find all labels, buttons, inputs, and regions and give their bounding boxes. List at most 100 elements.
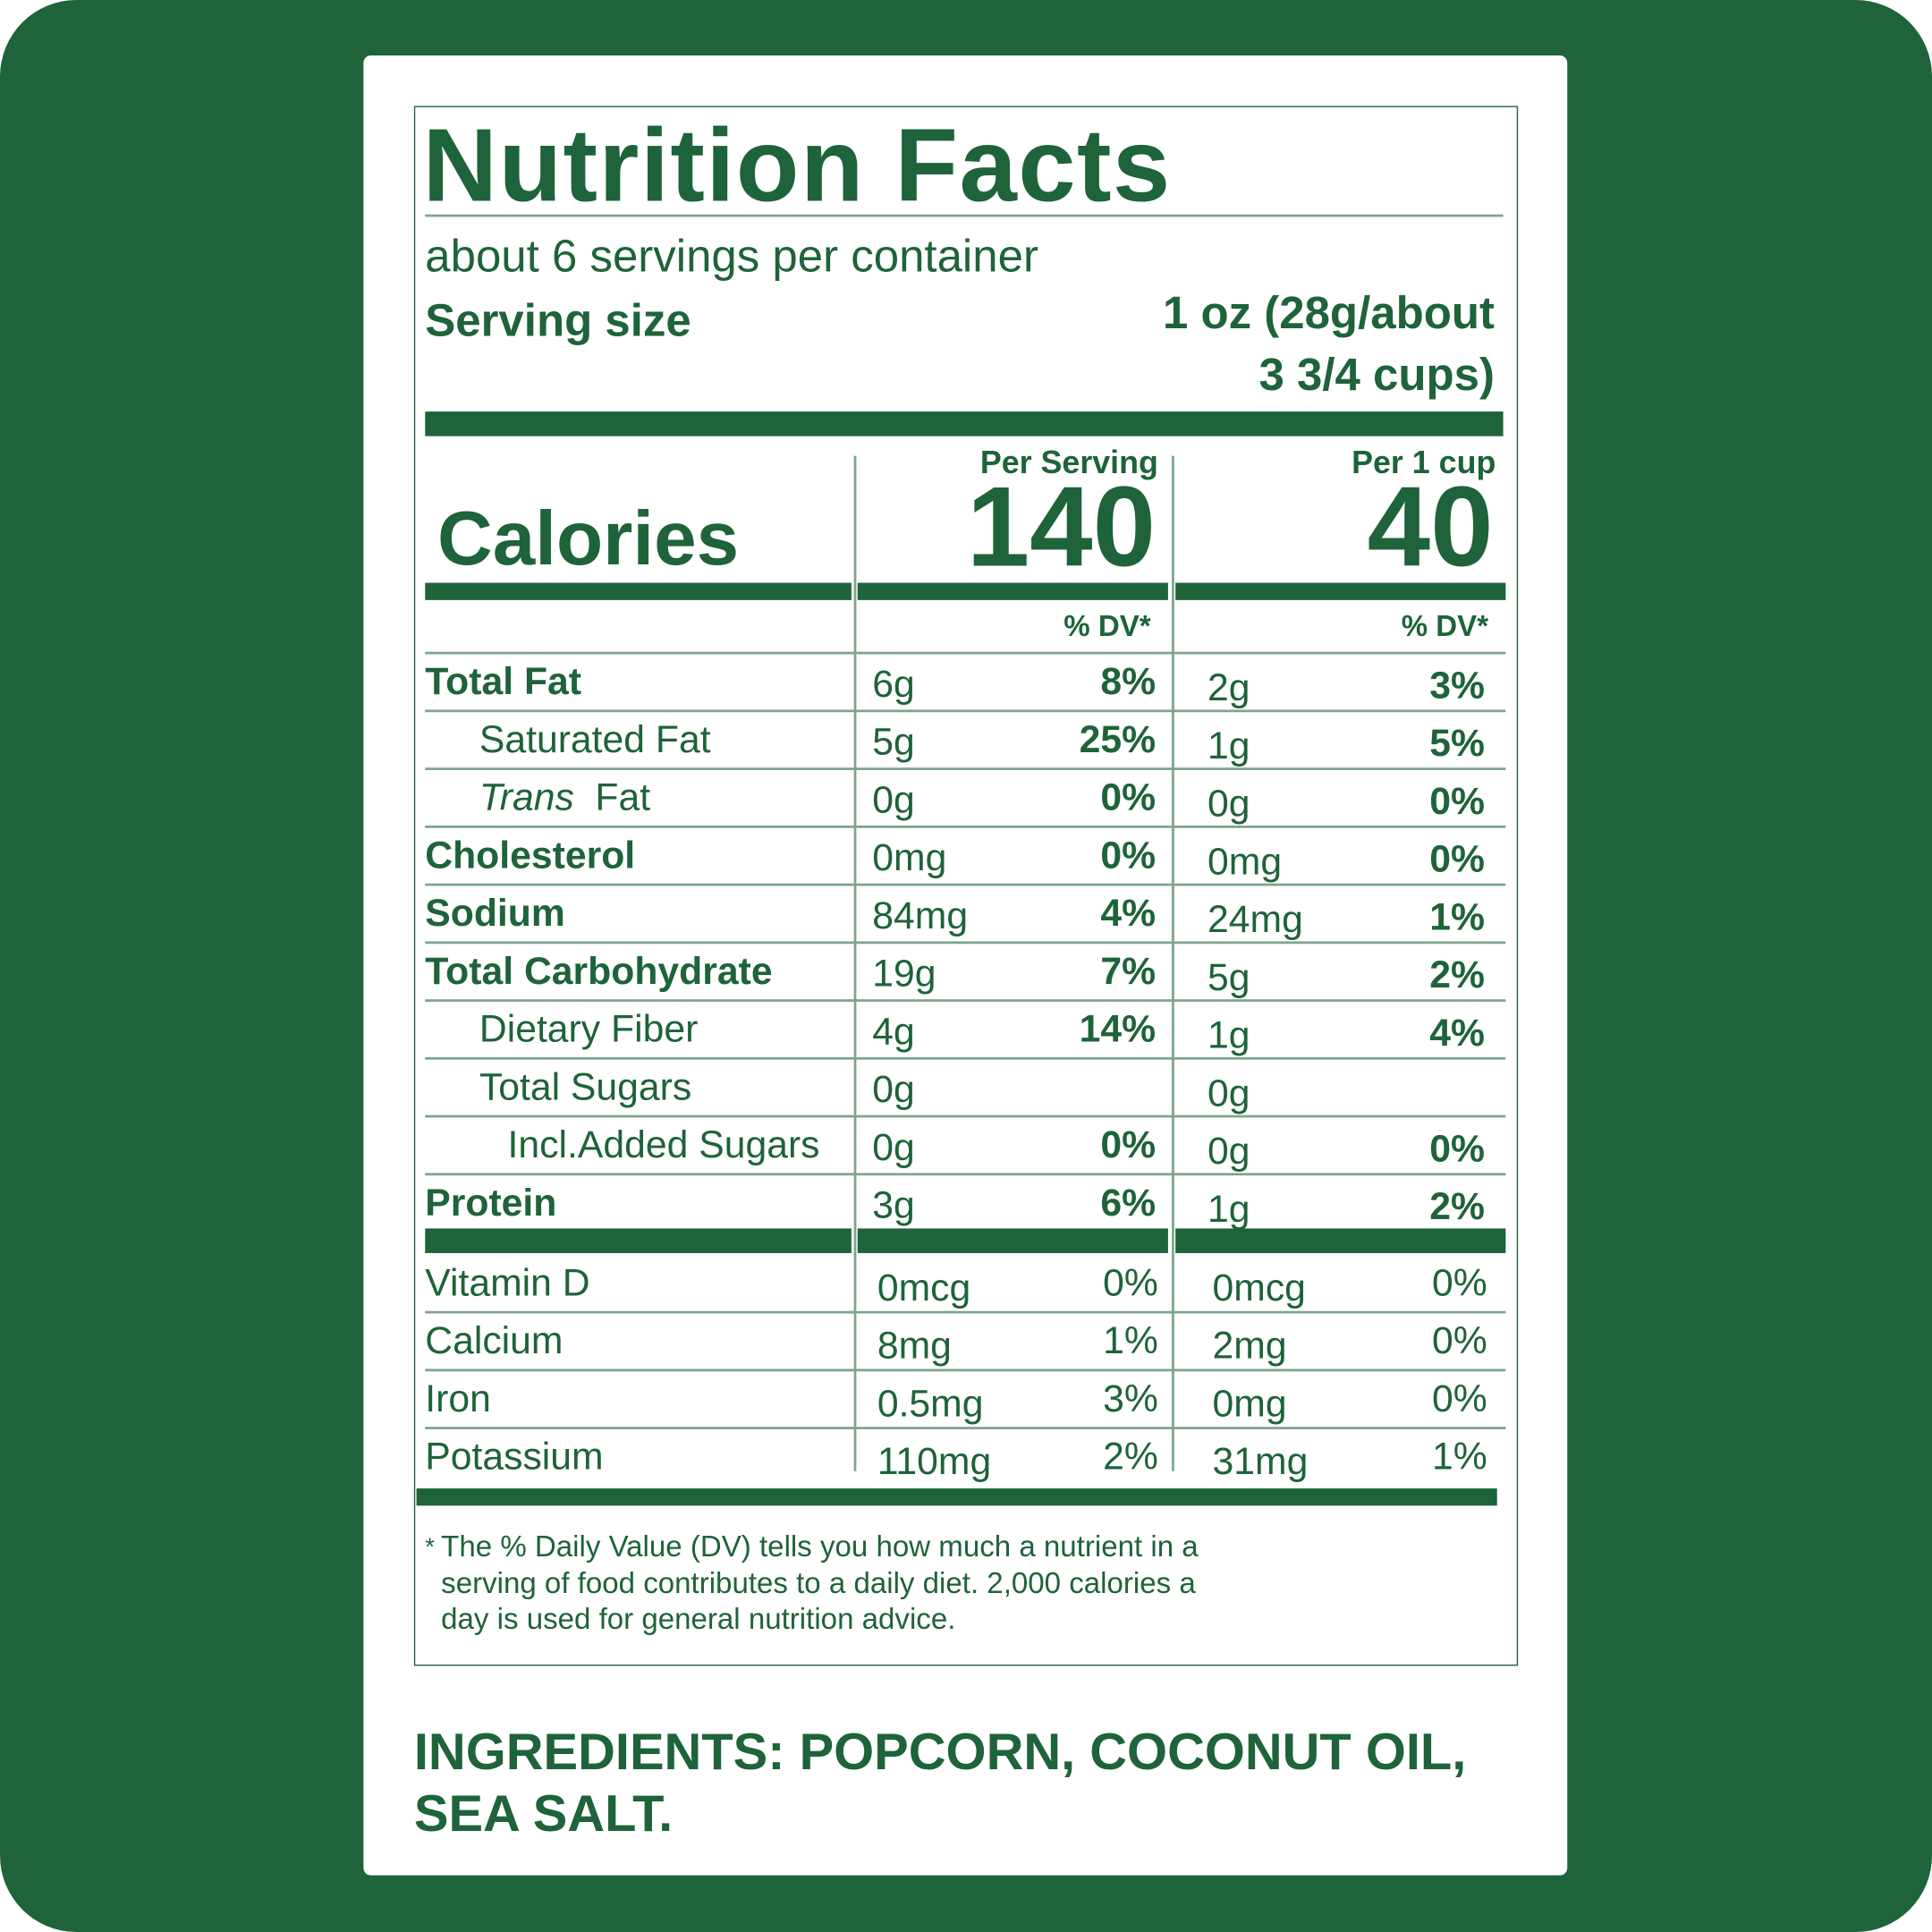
vitamin-dv: 0% [1431,1260,1487,1305]
nutrient-dv: 0% [1429,837,1485,881]
row-divider [425,825,1506,828]
nutrient-amount: 5g [872,720,915,764]
nutrient-dv: 4% [1429,1011,1485,1055]
serving-size-value: 3 3/4 cups) [1258,349,1495,401]
row-divider [425,651,1506,654]
nutrient-dv: 2% [1429,1184,1485,1228]
vitamin-dv: 1% [1103,1318,1158,1362]
nutrient-dv: 4% [1100,891,1157,935]
nutrient-name: Incl.Added Sugars [507,1123,820,1166]
nutrient-dv: 2% [1429,953,1485,996]
nutrient-name: Fat [595,775,651,819]
nutrient-amount: 3g [872,1183,915,1227]
vitamin-dv: 2% [1103,1435,1158,1479]
vitamin-dv: 0% [1103,1260,1158,1305]
vitamin-amount: 0mg [1212,1381,1287,1426]
nutrient-dv: 0% [1429,779,1485,823]
ingredients-line: INGREDIENTS: POPCORN, COCONUT OIL, [413,1722,1467,1781]
vitamin-dv: 0% [1431,1377,1487,1420]
servings: about 6 servings per container [425,231,1038,282]
thick-rule [857,1228,1168,1253]
facts-box [413,106,1519,1666]
nutrient-amount: 1g [1208,1013,1250,1057]
nutrient-amount: 0g [872,1067,915,1111]
nutrient-dv: 0% [1100,833,1157,877]
row-divider [425,999,1506,1002]
vitamin-amount: 31mg [1212,1439,1309,1483]
vitamin-amount: 2mg [1212,1324,1287,1368]
nutrient-amount: 5g [1208,955,1250,999]
row-divider [425,1310,1506,1313]
thick-rule [857,582,1168,600]
nutrient-amount: 6g [872,662,915,706]
vitamin-amount: 8mg [877,1324,952,1368]
column-heading: Per Serving [979,443,1158,481]
row-divider [425,709,1506,712]
nutrient-name: Total Sugars [479,1064,692,1109]
footnote-marker: * [425,1534,435,1562]
thick-rule [1175,1228,1506,1253]
footnote-line: The % Daily Value (DV) tells you how muc… [441,1530,1199,1564]
vitamin-name: Iron [425,1377,491,1420]
nutrient-dv: 8% [1100,659,1157,703]
nutrient-amount: 19g [872,952,936,996]
ingredients-line: SEA SALT. [413,1784,674,1843]
calories-value: 140 [966,464,1157,590]
calories-label: Calories [437,496,740,582]
nutrient-amount: 0g [1208,1071,1250,1114]
nutrient-dv: 3% [1429,663,1485,708]
serving-size-label: Serving size [425,294,691,346]
column-divider [1172,455,1174,1471]
row-divider [425,1427,1506,1429]
vitamin-name: Potassium [425,1435,604,1479]
vitamin-dv: 1% [1431,1435,1487,1479]
vitamin-dv: 0% [1431,1318,1487,1362]
vitamin-dv: 3% [1103,1377,1158,1420]
nutrient-amount: 0g [872,1125,915,1169]
thick-rule [416,1488,1497,1506]
nutrient-name: Trans [479,775,574,819]
nutrient-amount: 2g [1208,665,1250,709]
nutrient-name: Dietary Fiber [479,1007,699,1051]
column-heading: Per 1 cup [1352,443,1496,481]
nutrient-dv: 0% [1100,775,1157,819]
nutrient-amount: 0mg [1208,839,1283,884]
dv-heading: % DV* [1063,609,1151,644]
nutrient-name: Saturated Fat [479,717,711,761]
nutrient-name: Cholesterol [425,833,636,877]
nutrient-amount: 0mg [872,835,947,879]
nutrient-amount: 4g [872,1009,915,1054]
row-divider [425,767,1506,770]
row-divider [425,1173,1506,1175]
nutrient-name: Protein [425,1181,557,1224]
column-divider [853,455,856,1471]
thick-rule [425,411,1504,436]
footnote-line: serving of food contributes to a daily d… [441,1566,1196,1600]
nutrient-amount: 24mg [1208,897,1303,941]
nutrient-dv: 14% [1079,1007,1157,1051]
row-divider [425,1368,1506,1371]
thick-rule [1175,582,1506,600]
vitamin-amount: 0mcg [877,1266,971,1309]
nutrient-dv: 0% [1100,1123,1157,1166]
nutrient-name: Total Carbohydrate [425,949,773,993]
nutrient-amount: 1g [1208,724,1250,767]
vitamin-name: Calcium [425,1318,564,1362]
nutrient-dv: 1% [1429,894,1485,939]
nutrient-amount: 0g [872,777,915,822]
nutrient-dv: 25% [1079,717,1157,761]
row-divider [425,883,1506,886]
title: Nutrition Facts [422,106,1172,224]
nutrient-amount: 0g [1208,1129,1250,1173]
dv-heading: % DV* [1401,609,1489,644]
row-divider [425,1114,1506,1117]
vitamin-amount: 0.5mg [877,1381,984,1426]
nutrient-amount: 0g [1208,782,1250,826]
vitamin-amount: 0mcg [1212,1266,1306,1309]
row-divider [425,214,1504,216]
calories-value: 40 [1367,464,1494,590]
nutrient-amount: 84mg [872,894,969,937]
nutrient-dv: 0% [1429,1126,1485,1170]
row-divider [425,941,1506,944]
